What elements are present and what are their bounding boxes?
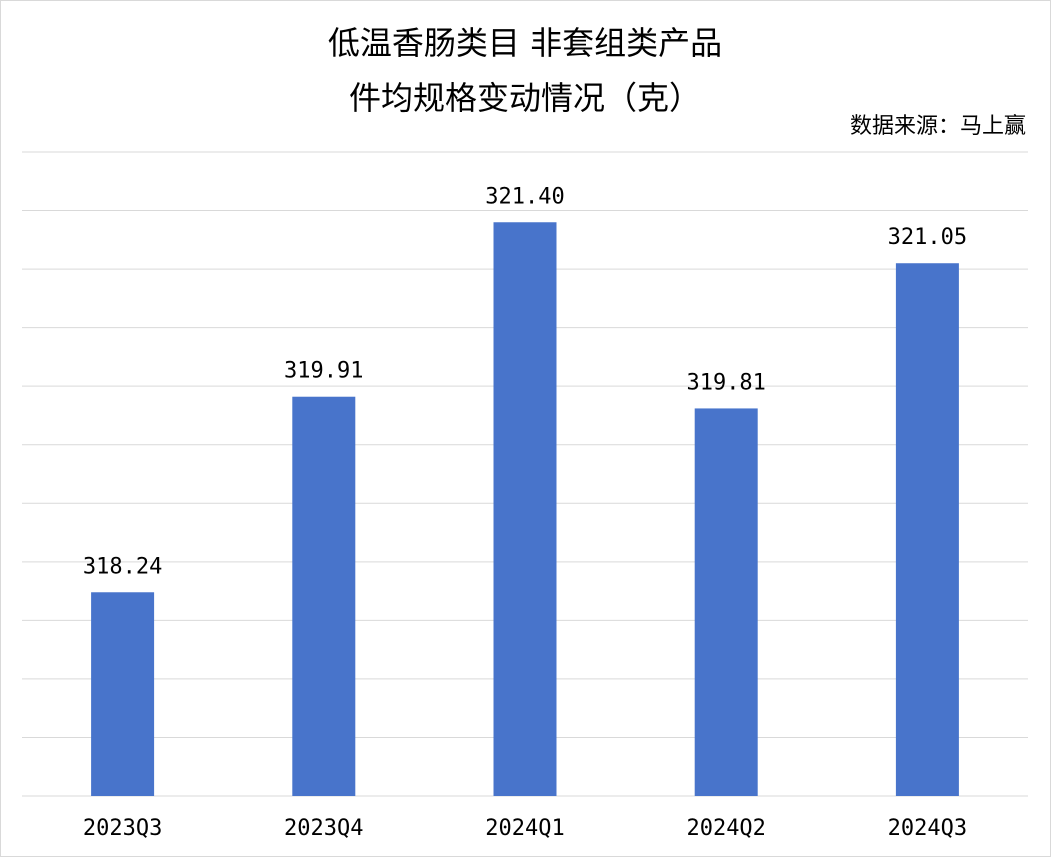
- bar: [292, 396, 356, 796]
- x-tick-label: 2024Q2: [686, 816, 765, 841]
- bar: [694, 408, 758, 796]
- value-label: 318.24: [83, 554, 162, 579]
- x-tick-label: 2023Q4: [284, 816, 363, 841]
- bar: [91, 592, 155, 796]
- value-label: 319.91: [284, 359, 363, 384]
- value-label: 319.81: [686, 370, 765, 395]
- x-tick-label: 2024Q1: [485, 816, 564, 841]
- source-note: 数据来源：马上赢: [850, 114, 1026, 139]
- x-tick-label: 2023Q3: [83, 816, 162, 841]
- chart-title: 低温香肠类目 非套组类产品: [328, 24, 722, 62]
- value-label: 321.40: [485, 184, 564, 209]
- value-label: 321.05: [888, 225, 967, 250]
- bar: [493, 222, 557, 797]
- bar: [895, 263, 959, 797]
- x-tick-label: 2024Q3: [888, 816, 967, 841]
- chart-title: 件均规格变动情况（克）: [349, 79, 701, 117]
